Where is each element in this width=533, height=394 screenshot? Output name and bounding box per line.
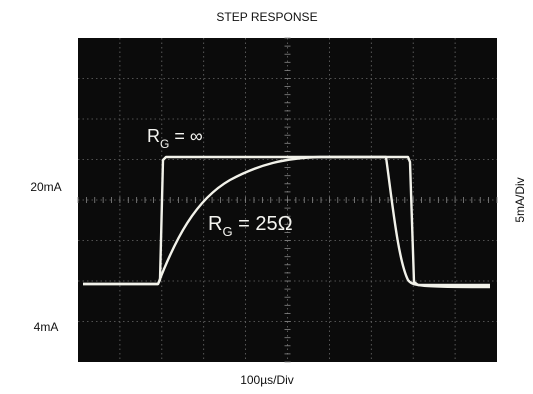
annotation-rest: = ∞ <box>169 126 203 146</box>
y-scale-label: 5mA/Div <box>513 177 527 222</box>
trace-slow <box>83 155 491 289</box>
y-label: 20mA <box>30 180 61 194</box>
annotation-rg-inf: RG = ∞ <box>147 126 203 151</box>
scope-screen <box>77 37 498 363</box>
y-label: 4mA <box>34 320 59 334</box>
annotation-sub: G <box>160 137 169 151</box>
annotation-rest: = 25Ω <box>233 213 293 235</box>
title: STEP RESPONSE <box>216 10 317 24</box>
x-scale-label: 100µs/Div <box>240 373 294 387</box>
annotation-main: R <box>208 213 222 235</box>
annotation-rg-25: RG = 25Ω <box>208 213 293 239</box>
annotation-sub: G <box>222 224 232 239</box>
annotation-main: R <box>147 126 160 146</box>
